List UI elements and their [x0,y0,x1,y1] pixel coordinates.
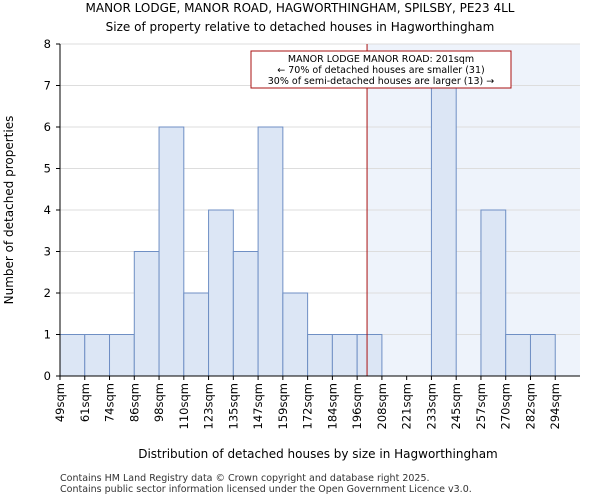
bar [307,334,333,377]
bar [331,334,358,377]
bar [529,334,556,377]
x-tick-label: 159sqm [276,383,290,429]
x-tick-label: 282sqm [523,383,537,429]
x-axis-label: Distribution of detached houses by size … [138,447,498,461]
x-tick-label: 233sqm [424,383,438,429]
x-tick-label: 245sqm [449,383,463,429]
annotation-line-1: MANOR LODGE MANOR ROAD: 201sqm [288,54,474,65]
x-tick-label: 110sqm [177,383,191,429]
y-tick-label: 2 [44,286,51,300]
y-tick-label: 0 [44,369,51,383]
annotation-border [250,50,512,89]
x-tick-label: 172sqm [301,383,315,429]
y-tick-label: 3 [44,245,51,259]
bar [183,292,210,377]
x-tick-label: 49sqm [53,383,67,422]
y-tick-label: 8 [44,37,51,51]
annotation-line-3: 30% of semi-detached houses are larger (… [268,76,495,87]
x-tick-label: 98sqm [152,383,166,422]
bar [109,334,135,377]
y-tick-label: 5 [44,162,51,176]
x-tick-label: 86sqm [127,383,141,422]
bar [232,251,259,377]
bar [480,209,507,377]
x-tick-label: 123sqm [202,383,216,429]
bar [158,126,185,377]
bar [84,334,111,377]
annotation-line-2: ← 70% of detached houses are smaller (31… [277,65,484,76]
y-tick-label: 7 [44,79,51,93]
x-tick-label: 208sqm [375,383,389,429]
bar [356,334,383,377]
bar [505,334,531,377]
annotation-box: MANOR LODGE MANOR ROAD: 201sqm ← 70% of … [250,50,512,89]
x-tick-label: 270sqm [499,383,513,429]
x-tick-label: 196sqm [350,383,364,429]
x-tick-label: 135sqm [226,383,240,429]
y-tick-label: 4 [44,203,51,217]
chart-title: MANOR LODGE, MANOR ROAD, HAGWORTHINGHAM,… [86,1,515,15]
x-tick-label: 184sqm [325,383,339,429]
x-tick-label: 74sqm [103,383,117,422]
bar [208,209,234,377]
y-tick-label: 6 [44,120,51,134]
x-tick-label: 294sqm [548,383,562,429]
footer-licence: Contains public sector information licen… [60,484,472,495]
x-tick-label: 257sqm [474,383,488,429]
x-tick-label: 221sqm [400,383,414,429]
y-tick-label: 1 [44,328,51,342]
chart-subtitle: Size of property relative to detached ho… [106,20,495,34]
x-tick-label: 147sqm [251,383,265,429]
bar [282,292,309,377]
x-tick-label: 61sqm [78,383,92,422]
y-axis-label: Number of detached properties [2,116,16,305]
footer-copyright: Contains HM Land Registry data © Crown c… [60,473,430,484]
bar [430,85,457,377]
bar [59,334,86,377]
bar [133,251,160,377]
bar [257,126,284,377]
